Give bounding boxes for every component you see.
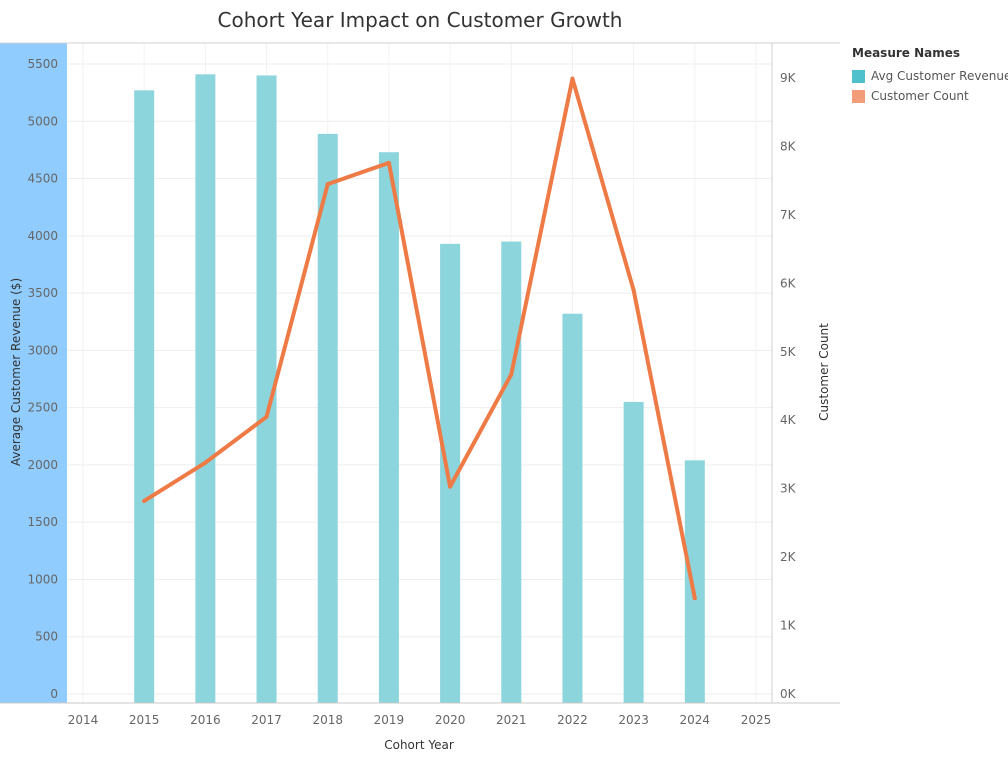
x-axis-ticks: 2014 2015 2016 2017 2018 2019 2020 2021 2022 2023… <box>68 713 772 727</box>
bar-2022[interactable] <box>562 313 583 703</box>
point-2019[interactable] <box>386 160 391 165</box>
y-tick-0: 0 <box>50 687 58 701</box>
y-tick-4500: 4500 <box>27 172 58 186</box>
x-tick-2023: 2023 <box>618 713 649 727</box>
left-axis-band <box>0 43 67 703</box>
bars <box>134 74 705 704</box>
x-tick-2020: 2020 <box>435 713 466 727</box>
x-tick-2024: 2024 <box>680 713 711 727</box>
bar-2016[interactable] <box>195 74 216 704</box>
x-axis-label: Cohort Year <box>384 738 454 752</box>
y-tick-3500: 3500 <box>27 286 58 300</box>
grid <box>67 43 772 703</box>
page-title: Cohort Year Impact on Customer Growth <box>217 8 623 32</box>
y-tick-500: 500 <box>35 630 58 644</box>
y2-tick-2000: 2K <box>780 550 797 564</box>
x-tick-2015: 2015 <box>129 713 160 727</box>
y-tick-5000: 5000 <box>27 114 58 128</box>
bar-2023[interactable] <box>623 401 644 703</box>
y-tick-1500: 1500 <box>27 515 58 529</box>
y2-tick-5000: 5K <box>780 345 797 359</box>
x-tick-2017: 2017 <box>251 713 282 727</box>
legend-item-avg-revenue[interactable]: Avg Customer Revenue <box>852 66 1008 86</box>
y2-axis-label: Customer Count <box>817 323 831 421</box>
x-tick-2019: 2019 <box>374 713 405 727</box>
y2-tick-8000: 8K <box>780 139 797 153</box>
y2-tick-7000: 7K <box>780 208 797 222</box>
x-tick-2022: 2022 <box>557 713 588 727</box>
point-2018[interactable] <box>325 182 330 187</box>
y2-tick-1000: 1K <box>780 619 797 633</box>
point-2024[interactable] <box>692 596 697 601</box>
bar-2020[interactable] <box>440 243 461 703</box>
bar-2021[interactable] <box>501 241 522 703</box>
y2-tick-4000: 4K <box>780 413 797 427</box>
y-tick-3000: 3000 <box>27 343 58 357</box>
point-2020[interactable] <box>448 484 453 489</box>
y2-tick-0: 0K <box>780 687 797 701</box>
point-2021[interactable] <box>509 372 514 377</box>
x-tick-2016: 2016 <box>190 713 221 727</box>
legend: Measure Names Avg Customer Revenue Custo… <box>852 46 1008 106</box>
bar-2019[interactable] <box>378 152 399 703</box>
y-tick-2000: 2000 <box>27 458 58 472</box>
point-2016[interactable] <box>203 460 208 465</box>
legend-swatch-avg-revenue <box>852 69 865 83</box>
y-tick-4000: 4000 <box>27 229 58 243</box>
legend-title: Measure Names <box>852 46 961 60</box>
x-tick-2014: 2014 <box>68 713 99 727</box>
x-tick-2025: 2025 <box>741 713 772 727</box>
point-2015[interactable] <box>142 498 147 503</box>
bar-2017[interactable] <box>256 75 277 704</box>
y2-tick-6000: 6K <box>780 276 797 290</box>
axes <box>0 42 840 704</box>
y-tick-1000: 1000 <box>27 572 58 586</box>
legend-item-customer-count[interactable]: Customer Count <box>852 86 1008 106</box>
legend-swatch-customer-count <box>852 89 865 103</box>
y-axis-label: Average Customer Revenue ($) <box>9 278 23 466</box>
y2-axis-ticks: 0K 1K 2K 3K 4K 5K 6K 7K 8K 9K <box>780 71 797 701</box>
legend-label-avg-revenue: Avg Customer Revenue <box>871 69 1008 83</box>
y-tick-5500: 5500 <box>27 57 58 71</box>
bar-2015[interactable] <box>134 90 155 703</box>
point-2017[interactable] <box>264 414 269 419</box>
x-tick-2018: 2018 <box>312 713 343 727</box>
y-axis-ticks: 0 500 1000 1500 2000 2500 3000 3500 4000 4500 5000… <box>27 57 58 701</box>
y2-tick-3000: 3K <box>780 482 797 496</box>
line-series <box>142 76 697 601</box>
point-2023[interactable] <box>631 288 636 293</box>
y2-tick-9000: 9K <box>780 71 797 85</box>
x-tick-2021: 2021 <box>496 713 527 727</box>
y-tick-2500: 2500 <box>27 401 58 415</box>
point-2022[interactable] <box>570 76 575 81</box>
customer-count-line[interactable] <box>142 76 697 601</box>
bar-2018[interactable] <box>317 133 338 703</box>
legend-label-customer-count: Customer Count <box>871 89 969 103</box>
bar-2024[interactable] <box>684 460 705 703</box>
